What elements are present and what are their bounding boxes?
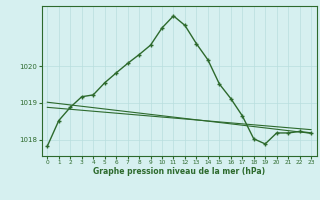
X-axis label: Graphe pression niveau de la mer (hPa): Graphe pression niveau de la mer (hPa) xyxy=(93,167,265,176)
